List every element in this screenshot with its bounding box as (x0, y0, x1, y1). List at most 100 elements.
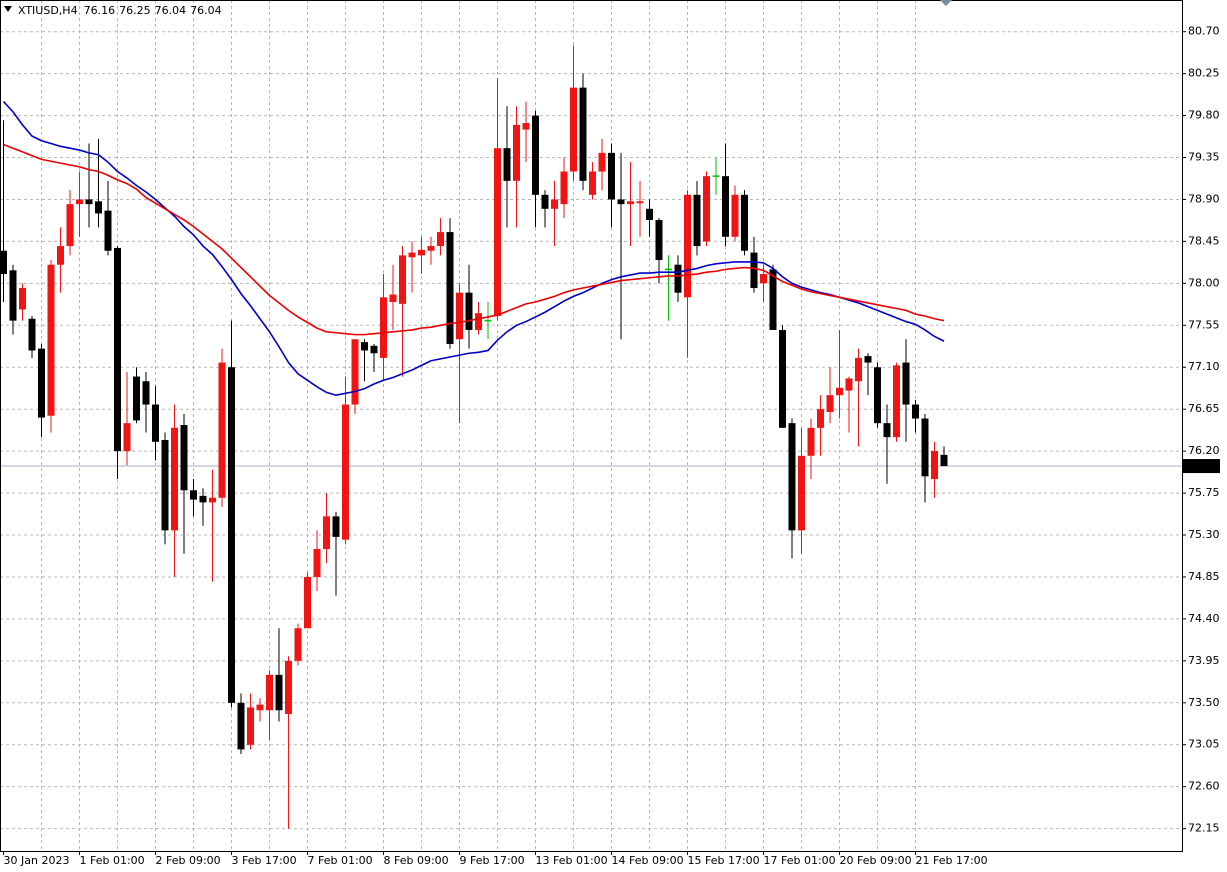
x-tick-label: 21 Feb 17:00 (916, 854, 988, 867)
candle-body (104, 210, 112, 251)
candle-body (9, 270, 17, 321)
header-open: 76.16 (84, 4, 116, 17)
x-tick-label: 30 Jan 2023 (4, 854, 70, 867)
y-tick-label: 80.70 (1188, 25, 1220, 38)
candle-body (874, 367, 881, 424)
x-tick-label: 2 Feb 09:00 (156, 854, 221, 867)
candle-body (294, 628, 302, 661)
candle-body (636, 201, 644, 204)
candle-body (674, 264, 682, 293)
candle-body (19, 288, 26, 310)
candle-body (465, 292, 473, 330)
candle-body (427, 246, 435, 251)
x-tick-label: 14 Feb 09:00 (612, 854, 684, 867)
candle-body (570, 87, 577, 172)
candle-body (931, 451, 938, 480)
candle-body (826, 395, 834, 412)
y-tick-label: 73.95 (1188, 654, 1220, 667)
candle-body (779, 329, 786, 428)
candle-body (332, 516, 340, 537)
candle-body (142, 381, 150, 405)
candle-body (0, 250, 7, 275)
candle-body (912, 404, 919, 419)
candle-body (446, 232, 454, 344)
candle-body (760, 274, 767, 284)
candle-body (532, 115, 539, 195)
y-tick-label: 78.90 (1188, 192, 1220, 205)
candle-body (209, 497, 216, 503)
candle-body (456, 292, 463, 340)
candle-body (228, 367, 235, 703)
candle-body (788, 423, 796, 531)
candle-body (921, 418, 929, 477)
candle-body (114, 247, 121, 452)
candle-body (703, 176, 710, 242)
y-tick-label: 75.75 (1188, 486, 1220, 499)
y-tick-label: 78.00 (1188, 276, 1220, 289)
y-tick-label: 72.15 (1188, 822, 1220, 835)
candle-body (437, 232, 444, 247)
candle-body (589, 171, 596, 195)
x-tick-label: 1 Feb 01:00 (80, 854, 145, 867)
x-tick-label: 17 Feb 01:00 (764, 854, 836, 867)
candle-body (380, 297, 387, 358)
candle-body (902, 362, 910, 405)
candle-body (123, 423, 131, 452)
candle-body (560, 171, 568, 205)
candle-body (418, 249, 425, 256)
y-tick-label: 77.10 (1188, 360, 1220, 373)
candle-body (351, 339, 359, 405)
y-tick-label: 79.80 (1188, 109, 1220, 122)
x-tick-label: 3 Feb 17:00 (232, 854, 297, 867)
candle-body (313, 549, 321, 577)
y-tick-label: 73.05 (1188, 738, 1220, 751)
candle-body (218, 362, 226, 498)
moving-average (3, 143, 945, 336)
candle-body (646, 208, 653, 220)
y-tick-label: 74.40 (1188, 612, 1220, 625)
candle-body (855, 357, 862, 382)
candle-body (76, 199, 83, 205)
candle-body (247, 707, 254, 745)
y-tick-label: 72.60 (1188, 780, 1220, 793)
y-tick-label: 79.35 (1188, 151, 1220, 164)
candle-body (399, 255, 406, 304)
candle-body (940, 454, 948, 467)
candle-body (608, 152, 615, 200)
symbol: XTIUSD,H4 (18, 4, 78, 17)
candle-body (883, 423, 891, 438)
header: XTIUSD,H4 76.16 76.25 76.04 76.04 (18, 4, 222, 17)
candle-body (275, 674, 283, 711)
y-tick-label: 77.55 (1188, 318, 1220, 331)
candle-body (133, 376, 140, 421)
plot-area (0, 45, 1182, 829)
plot-border (0, 0, 1183, 852)
candle-body (389, 294, 397, 302)
x-tick-label: 8 Feb 09:00 (384, 854, 449, 867)
candle-body (57, 246, 64, 265)
candle-body (95, 201, 102, 214)
y-tick-label: 76.20 (1188, 444, 1220, 457)
y-tick-label: 74.85 (1188, 570, 1220, 583)
candle-body (731, 194, 739, 237)
candle-body (342, 404, 349, 540)
candle-body (85, 199, 93, 205)
candle-body (893, 365, 900, 438)
candle-body (513, 124, 520, 181)
candle-body (38, 348, 45, 418)
candle-body (741, 194, 748, 251)
candle-body (684, 194, 691, 298)
y-tick-label: 76.65 (1188, 402, 1220, 415)
candle-body (152, 404, 159, 442)
candle-body (864, 356, 872, 363)
x-tick-label: 7 Feb 01:00 (308, 854, 373, 867)
candle-body (304, 576, 311, 629)
candle-body (475, 313, 482, 330)
candle-body (66, 204, 74, 247)
candle-body (323, 516, 330, 550)
candle-body (28, 318, 36, 351)
candle-body (845, 378, 853, 391)
grid (0, 0, 1182, 851)
